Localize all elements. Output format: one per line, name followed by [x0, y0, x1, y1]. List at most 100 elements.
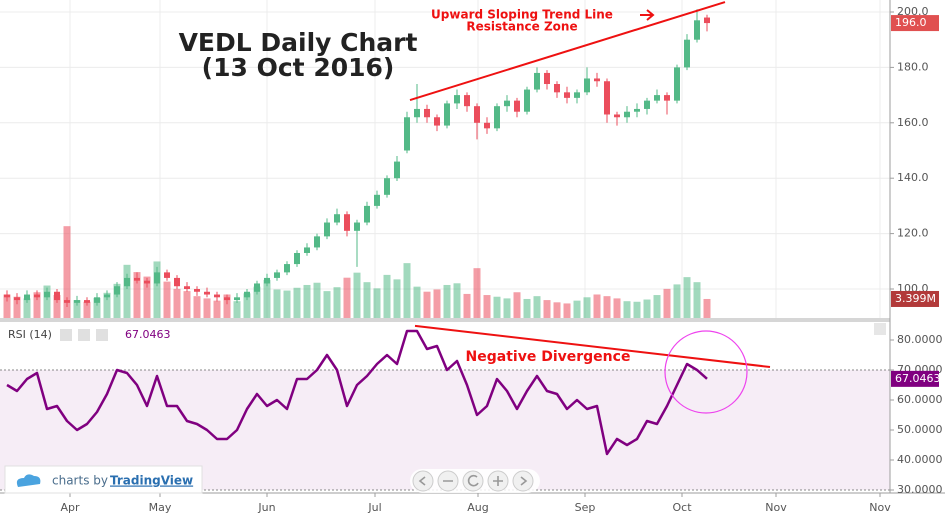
candle-body [624, 111, 630, 118]
x-tick-label: Oct [672, 501, 692, 514]
candle-body [614, 114, 620, 118]
button[interactable] [96, 329, 108, 341]
candle-body [194, 288, 200, 292]
y-tick-label: 180.0 [897, 60, 929, 73]
candle-body [244, 291, 250, 298]
volume-bar [473, 268, 481, 318]
volume-bar [383, 274, 391, 318]
y-tick-label: 60.0000 [897, 393, 943, 406]
candle-body [454, 95, 460, 104]
volume-bar [243, 293, 251, 318]
volume-bar [273, 289, 281, 318]
rsi-title: RSI (14) [8, 328, 52, 341]
volume-bar [483, 295, 491, 318]
candle-body [74, 300, 80, 303]
candle-body [124, 277, 130, 287]
volume-bar [23, 298, 31, 318]
candle-body [494, 106, 500, 129]
candle-body [424, 108, 430, 118]
candle-body [684, 39, 690, 68]
candle-body [434, 117, 440, 126]
volume-bar [503, 298, 511, 318]
button[interactable] [874, 323, 886, 335]
annotation: Resistance Zone [466, 20, 577, 34]
volume-bar [343, 277, 351, 318]
candle-body [184, 286, 190, 289]
candle-body [544, 72, 550, 85]
candle-body [164, 272, 170, 278]
volume-bar [613, 298, 621, 318]
volume-bar [303, 284, 311, 318]
volume-bar [403, 263, 411, 318]
y-tick-label: 50.0000 [897, 423, 943, 436]
volume-bar [93, 297, 101, 318]
volume-bar [313, 282, 321, 318]
candle-body [484, 122, 490, 129]
candle-body [514, 100, 520, 112]
watermark-brand[interactable]: TradingView [110, 474, 193, 488]
annotations [409, 1, 771, 368]
button[interactable] [78, 329, 90, 341]
volume-bar [173, 288, 181, 318]
nav-reset[interactable] [462, 470, 484, 492]
candle-body [14, 297, 20, 301]
candle-body [354, 222, 360, 231]
candle-body [144, 280, 150, 284]
candle-body [204, 291, 210, 295]
volume-bar [233, 301, 241, 318]
volume-bar [543, 300, 551, 318]
candle-body [344, 214, 350, 231]
volume-bar [203, 298, 211, 318]
volume-bar [3, 294, 11, 318]
volume-bar [363, 282, 371, 318]
y-tick-label: 200.0 [897, 5, 929, 18]
volume-bar [153, 261, 161, 318]
candle-body [564, 92, 570, 98]
last-rsi-label-box [891, 370, 939, 387]
candle-body [524, 89, 530, 112]
volume-bar [513, 292, 521, 318]
watermark: charts by TradingView [4, 465, 203, 494]
candle-body [574, 92, 580, 98]
candle-body [4, 294, 10, 298]
candle-body [54, 291, 60, 301]
y-tick-label: 80.0000 [897, 333, 943, 346]
candle-body [274, 272, 280, 278]
candle-body [84, 300, 90, 303]
y-tick-label: 140.0 [897, 171, 929, 184]
candle-body [334, 214, 340, 223]
volume-bar [423, 291, 431, 318]
volume-bar [13, 296, 21, 318]
candle-body [134, 277, 140, 281]
candle-body [554, 84, 560, 93]
candle-body [284, 264, 290, 273]
volume-bar [63, 226, 71, 318]
volume-bar [453, 283, 461, 318]
last-price-label: 196.0 [895, 16, 927, 29]
nav-left[interactable] [412, 470, 434, 492]
candle-body [604, 81, 610, 115]
logo [16, 474, 41, 487]
candle-body [264, 277, 270, 284]
volume-bar [183, 291, 191, 318]
highlight-circle [664, 330, 748, 414]
volume-bar [593, 294, 601, 318]
rsi-value: 67.0463 [125, 328, 171, 341]
volume-bar [683, 277, 691, 318]
volume-bar [193, 296, 201, 318]
volume-bar [163, 281, 171, 318]
chart-title: VEDL Daily Chart [179, 28, 418, 57]
volume-bar [83, 301, 91, 318]
volume-bar [213, 300, 221, 318]
volume [3, 226, 711, 318]
annotation: Negative Divergence [466, 349, 631, 365]
nav-right[interactable] [512, 470, 534, 492]
candle-body [704, 17, 710, 24]
candle-body [504, 100, 510, 107]
volume-bar [323, 291, 331, 318]
divergence-line [414, 324, 771, 368]
volume-bar [583, 297, 591, 318]
button[interactable] [60, 329, 72, 341]
volume-bar [393, 279, 401, 318]
candle-body [444, 103, 450, 126]
